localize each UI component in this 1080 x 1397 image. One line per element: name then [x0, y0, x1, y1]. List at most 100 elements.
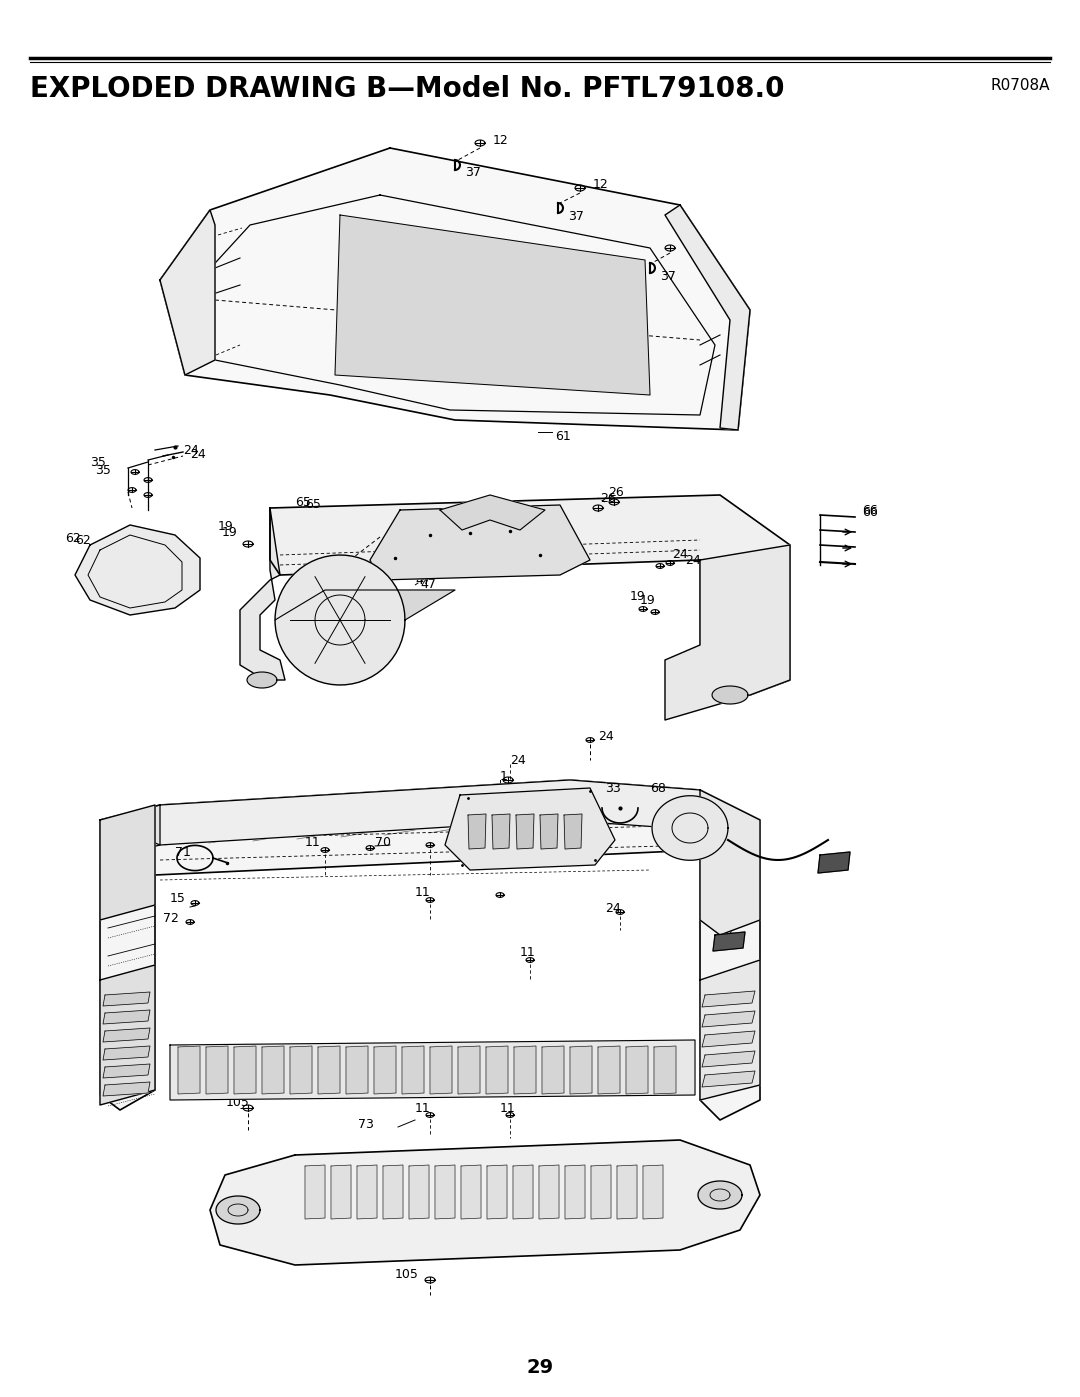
Polygon shape — [100, 780, 760, 1120]
Polygon shape — [100, 780, 760, 845]
Text: 66: 66 — [862, 506, 878, 518]
Polygon shape — [698, 1180, 742, 1208]
Polygon shape — [103, 1010, 150, 1024]
Polygon shape — [565, 1165, 585, 1220]
Text: 35: 35 — [95, 464, 111, 476]
Polygon shape — [702, 990, 755, 1007]
Text: 47: 47 — [415, 574, 431, 587]
Text: 15: 15 — [170, 891, 186, 904]
Polygon shape — [100, 805, 160, 861]
Text: 37: 37 — [660, 270, 676, 282]
Text: 24: 24 — [672, 549, 688, 562]
Polygon shape — [262, 1046, 284, 1094]
Text: 65: 65 — [305, 499, 321, 511]
Text: 47: 47 — [420, 577, 436, 591]
Polygon shape — [178, 1046, 200, 1094]
Polygon shape — [487, 1165, 507, 1220]
Text: 105: 105 — [226, 1097, 249, 1109]
Polygon shape — [103, 1046, 150, 1060]
Text: R0708A: R0708A — [990, 78, 1050, 94]
Text: 11: 11 — [415, 1101, 431, 1115]
Text: 37: 37 — [568, 210, 584, 222]
Text: 11: 11 — [519, 947, 536, 960]
Text: 11: 11 — [515, 848, 530, 862]
Polygon shape — [305, 1165, 325, 1220]
Polygon shape — [643, 1165, 663, 1220]
Polygon shape — [275, 555, 405, 685]
Text: 19: 19 — [218, 521, 233, 534]
Text: 24: 24 — [598, 731, 613, 743]
Text: 19: 19 — [640, 594, 656, 606]
Text: 12: 12 — [593, 179, 609, 191]
Text: 11: 11 — [500, 1101, 516, 1115]
Polygon shape — [652, 796, 728, 861]
Text: 64: 64 — [278, 631, 294, 644]
Polygon shape — [492, 814, 510, 849]
Text: 19: 19 — [630, 590, 646, 602]
Polygon shape — [665, 545, 789, 719]
Polygon shape — [712, 686, 748, 704]
Text: 70: 70 — [375, 835, 391, 848]
Polygon shape — [564, 814, 582, 849]
Polygon shape — [458, 1046, 480, 1094]
Text: 35: 35 — [90, 455, 106, 468]
Polygon shape — [461, 1165, 481, 1220]
Polygon shape — [626, 1046, 648, 1094]
Text: 26: 26 — [600, 492, 616, 504]
Polygon shape — [103, 1083, 150, 1097]
Text: 61: 61 — [555, 429, 570, 443]
Text: 62: 62 — [75, 534, 91, 546]
Polygon shape — [330, 1165, 351, 1220]
Polygon shape — [430, 1046, 453, 1094]
Polygon shape — [216, 1196, 260, 1224]
Text: 72: 72 — [163, 912, 179, 925]
Polygon shape — [542, 1046, 564, 1094]
Text: 10: 10 — [718, 923, 734, 936]
Polygon shape — [103, 1028, 150, 1042]
Text: 71: 71 — [175, 845, 191, 859]
Polygon shape — [539, 1165, 559, 1220]
Text: 62: 62 — [65, 531, 81, 545]
Polygon shape — [440, 495, 545, 529]
Text: 73: 73 — [357, 1119, 374, 1132]
Text: 11: 11 — [415, 886, 431, 898]
Polygon shape — [370, 504, 590, 580]
Polygon shape — [291, 1046, 312, 1094]
Polygon shape — [206, 1046, 228, 1094]
Polygon shape — [702, 1071, 755, 1087]
Polygon shape — [160, 210, 215, 374]
Polygon shape — [700, 960, 760, 1099]
Text: 12: 12 — [683, 239, 699, 251]
Polygon shape — [598, 1046, 620, 1094]
Polygon shape — [234, 1046, 256, 1094]
Polygon shape — [103, 1065, 150, 1078]
Polygon shape — [100, 965, 156, 1105]
Text: 33: 33 — [605, 781, 621, 795]
Polygon shape — [402, 1046, 424, 1094]
Text: 24: 24 — [510, 753, 526, 767]
Text: 24: 24 — [183, 443, 199, 457]
Text: 11: 11 — [305, 835, 321, 848]
Polygon shape — [240, 509, 285, 680]
Polygon shape — [591, 1165, 611, 1220]
Polygon shape — [654, 1046, 676, 1094]
Text: 37: 37 — [465, 166, 481, 179]
Polygon shape — [374, 1046, 396, 1094]
Text: 105: 105 — [395, 1268, 419, 1281]
Polygon shape — [247, 672, 276, 687]
Polygon shape — [702, 1031, 755, 1046]
Polygon shape — [335, 215, 650, 395]
Polygon shape — [702, 1011, 755, 1027]
Text: 69: 69 — [745, 834, 760, 847]
Polygon shape — [100, 805, 156, 921]
Text: EXPLODED DRAWING B—Model No. PFTL79108.0: EXPLODED DRAWING B—Model No. PFTL79108.0 — [30, 75, 784, 103]
Polygon shape — [617, 1165, 637, 1220]
Polygon shape — [818, 852, 850, 873]
Polygon shape — [75, 525, 200, 615]
Polygon shape — [514, 1046, 536, 1094]
Text: 24: 24 — [685, 553, 701, 567]
Polygon shape — [702, 1051, 755, 1067]
Text: 12: 12 — [492, 134, 509, 147]
Polygon shape — [409, 1165, 429, 1220]
Polygon shape — [346, 1046, 368, 1094]
